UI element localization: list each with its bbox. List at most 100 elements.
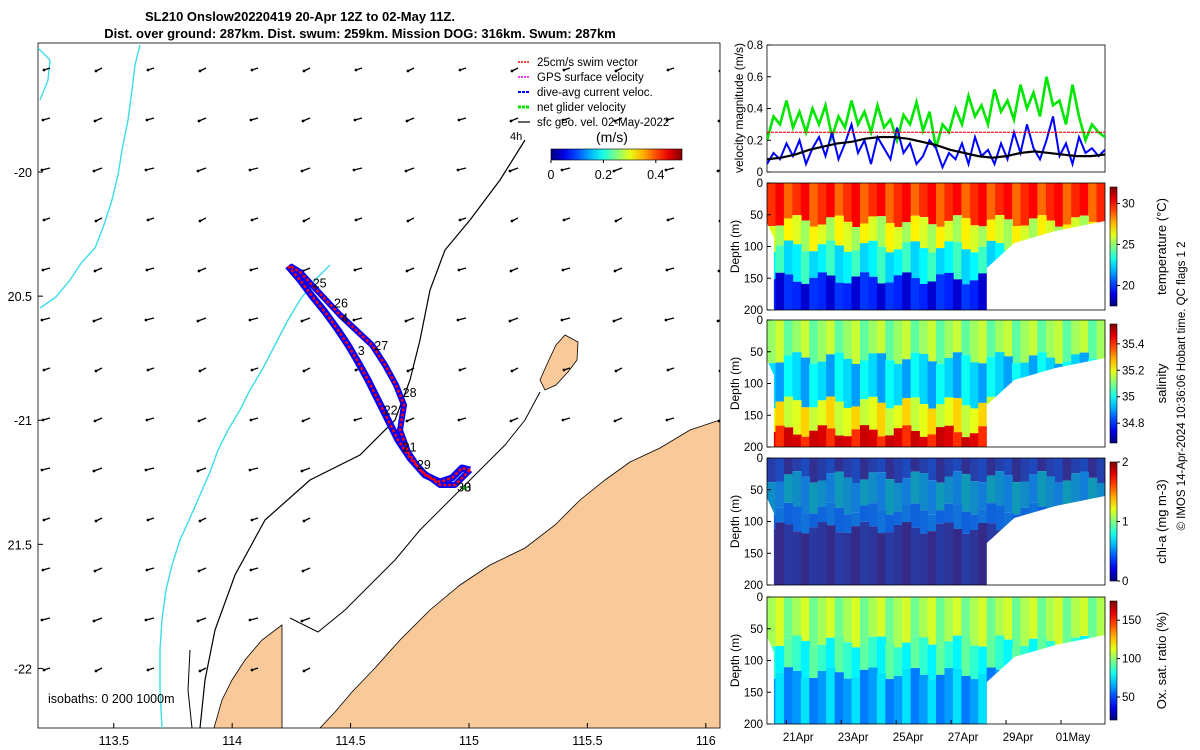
- section-colorbar-label: 50: [1122, 692, 1135, 704]
- legend-geo-label: sfc geo. vel. 02-May-2022: [537, 117, 669, 129]
- heatmap-cell: [834, 532, 844, 585]
- isobath-200: [199, 139, 526, 728]
- heatmap-cell: [995, 215, 1005, 244]
- heatmap-cell: [809, 458, 819, 483]
- heatmap-cell: [826, 458, 836, 474]
- heatmap-cell: [826, 473, 836, 503]
- heatmap-cell: [927, 597, 937, 645]
- heatmap-cell: [995, 635, 1005, 670]
- heatmap-cell: [995, 597, 1005, 636]
- velocity-arrow-head: [94, 219, 98, 223]
- heatmap-cell: [817, 458, 827, 481]
- heatmap-cell: [800, 251, 811, 284]
- heatmap-cell: [885, 360, 895, 409]
- heatmap-cell: [944, 503, 954, 523]
- velocity-arrow-head: [145, 418, 149, 422]
- velocity-arrow-head: [300, 619, 304, 623]
- heatmap-cell: [868, 396, 878, 430]
- heatmap-cell: [1020, 597, 1030, 646]
- heatmap-cell: [961, 533, 971, 585]
- heatmap-cell: [809, 527, 819, 585]
- heatmap-cell: [843, 407, 853, 437]
- heatmap-cell: [843, 642, 853, 679]
- heatmap-cell: [843, 436, 853, 447]
- section-ytick-label: 100: [744, 517, 763, 529]
- heatmap-cell: [1062, 480, 1072, 507]
- heatmap-cell: [817, 644, 827, 672]
- velocity-arrow: [613, 317, 623, 322]
- velocity-arrow-head: [716, 169, 720, 173]
- heatmap-cell: [936, 427, 946, 447]
- heatmap-cell: [969, 280, 980, 310]
- velocity-arrow: [93, 617, 103, 622]
- time-tick-label: 21Apr: [783, 732, 814, 744]
- heatmap-cell: [843, 221, 853, 252]
- heatmap-cell: [978, 646, 988, 674]
- velocity-arrow-head: [198, 369, 202, 373]
- island-land: [539, 334, 579, 391]
- heatmap-cell: [851, 482, 861, 513]
- heatmap-cell: [902, 183, 912, 223]
- no-data-right: [986, 358, 1105, 447]
- heatmap-cell: [1020, 225, 1030, 246]
- heatmap-cell: [876, 246, 887, 284]
- heatmap-cell: [876, 533, 887, 585]
- velocity-arrow-head: [560, 318, 564, 322]
- velocity-colorbar-ticks: 0 0.2 0.4: [548, 160, 665, 182]
- velocity-arrow-head: [457, 268, 461, 272]
- heatmap-cell: [859, 223, 870, 244]
- heatmap-cell: [783, 183, 794, 219]
- velocity-arrow-head: [144, 168, 148, 172]
- heatmap-cell: [767, 183, 777, 227]
- map-xtick-label: 116: [696, 734, 716, 748]
- heatmap-cell: [910, 183, 920, 216]
- velocity-arrow-head: [508, 169, 512, 173]
- velocity-arrow-head: [614, 69, 618, 73]
- velocity-arrow-head: [94, 519, 98, 523]
- map-axes: 113.5 114 114.5 115 115.5 116 -20 20.5 -21 21.5 -2…: [8, 166, 716, 748]
- section-ytick-label: 0: [757, 178, 763, 190]
- velocity-arrow-head: [510, 69, 514, 73]
- heatmap-cell: [952, 458, 963, 472]
- heatmap-cell: [800, 533, 811, 585]
- heatmap-cell: [978, 522, 988, 585]
- section-ytick-label: 150: [744, 410, 763, 422]
- heatmap-cell: [1003, 475, 1013, 513]
- heatmap-cell: [1088, 458, 1098, 478]
- velocity-arrow-head: [457, 118, 461, 122]
- heatmap-cell: [817, 361, 827, 401]
- section-colorbar-label: 2: [1122, 457, 1128, 469]
- heatmap-cell: [978, 363, 988, 403]
- heatmap-cell: [868, 636, 878, 668]
- map-ytick-label: 21.5: [8, 538, 32, 552]
- velocity-arrow-head: [404, 169, 408, 173]
- heatmap-cell: [995, 505, 1005, 531]
- section-ylabel: Depth (m): [728, 495, 742, 548]
- velocity-ytick-label: 0.4: [747, 104, 764, 116]
- heatmap-cell: [902, 398, 912, 426]
- heatmap-cell: [792, 183, 802, 216]
- velocity-arrow-head: [144, 618, 148, 622]
- section-cbar-title: chl-a (mg m-3): [1154, 479, 1169, 564]
- heatmap-cell: [800, 283, 811, 310]
- heatmap-cell: [843, 283, 853, 310]
- heatmap-cell: [927, 281, 937, 310]
- legend-gps-label: GPS surface velocity: [537, 72, 644, 84]
- velocity-arrow-head: [354, 368, 358, 372]
- heatmap-cell: [910, 241, 920, 279]
- heatmap-cell: [1071, 473, 1081, 503]
- no-data-right: [986, 496, 1105, 585]
- heatmap-cell: [800, 513, 811, 534]
- heatmap-cell: [902, 504, 912, 523]
- heatmap-cell: [800, 458, 811, 477]
- heatmap-cell: [1071, 183, 1081, 218]
- heatmap-cell: [834, 183, 844, 216]
- heatmap-cell: [817, 480, 827, 507]
- velocity-arrow-head: [197, 569, 201, 573]
- heatmap-cell: [902, 458, 912, 479]
- velocity-arrow-head: [300, 169, 304, 173]
- heatmap-cell: [843, 477, 853, 515]
- velocity-arrow-head: [146, 68, 150, 72]
- heatmap-cell: [936, 482, 946, 511]
- day-label: 27: [374, 339, 388, 353]
